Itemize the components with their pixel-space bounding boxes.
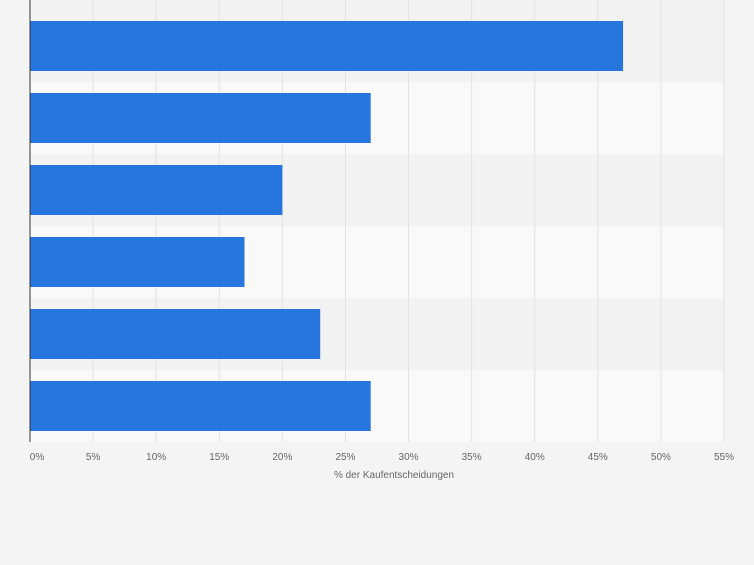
x-tick-label: 45% xyxy=(588,452,608,463)
x-tick-label: 20% xyxy=(272,452,292,463)
bar xyxy=(30,93,371,143)
x-tick-label: 25% xyxy=(335,452,355,463)
bar xyxy=(30,309,321,359)
grid-lines xyxy=(92,0,725,442)
bar xyxy=(30,237,245,287)
x-tick-label: 50% xyxy=(651,452,671,463)
x-tick-label: 15% xyxy=(209,452,229,463)
x-tick-label: 0% xyxy=(30,452,45,463)
bar xyxy=(30,381,371,431)
x-tick-label: 5% xyxy=(86,452,101,463)
x-tick-label: 10% xyxy=(146,452,166,463)
x-tick-label: 55% xyxy=(714,452,734,463)
x-tick-label: 30% xyxy=(399,452,419,463)
x-tick-label: 40% xyxy=(525,452,545,463)
bars xyxy=(30,21,624,431)
x-tick-label: 35% xyxy=(462,452,482,463)
bar xyxy=(30,165,283,215)
bar xyxy=(30,21,624,71)
x-tick-labels: 0% 5% 10% 15% 20% 25% 30% 35% 40% 45% 50% 55% xyxy=(30,452,734,463)
x-axis-label: % der Kaufentscheidungen xyxy=(334,470,454,481)
